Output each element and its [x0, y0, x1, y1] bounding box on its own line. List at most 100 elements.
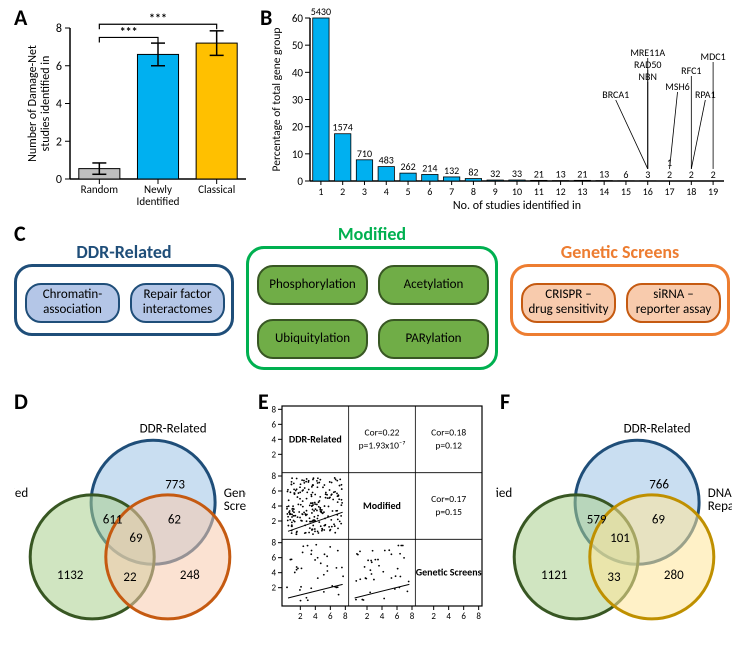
svg-text:Genetic Screens: Genetic Screens: [416, 566, 482, 579]
svg-text:62: 62: [168, 513, 182, 528]
svg-text:2: 2: [271, 516, 276, 527]
svg-text:Percentage of total gene group: Percentage of total gene group: [270, 28, 284, 172]
svg-text:101: 101: [610, 531, 630, 546]
svg-text:1132: 1132: [57, 568, 84, 583]
svg-text:773: 773: [165, 477, 185, 492]
svg-text:17: 17: [664, 185, 674, 198]
svg-text:5430: 5430: [311, 8, 331, 18]
svg-text:MDC1: MDC1: [701, 50, 726, 63]
svg-text:21: 21: [577, 167, 587, 180]
svg-text:6: 6: [271, 553, 276, 564]
svg-text:Modified: Modified: [496, 486, 512, 501]
panel-f-venn: DDR-RelatedModifiedDNA-Repair76611212805…: [496, 390, 732, 650]
svg-text:1574: 1574: [333, 121, 353, 134]
panel-a-chart: 02468Number of Damage-Netstudies identif…: [22, 8, 252, 213]
group-pill: Repair factorinteractomes: [130, 283, 225, 323]
svg-text:10: 10: [292, 148, 304, 161]
svg-text:p=0.15: p=0.15: [435, 506, 462, 518]
svg-text:5: 5: [406, 185, 411, 198]
svg-text:Repair: Repair: [708, 499, 732, 514]
figure-root: A B C D E F 02468Number of Damage-Netstu…: [0, 0, 744, 659]
svg-text:33: 33: [512, 167, 522, 180]
svg-text:RFC1: RFC1: [681, 64, 701, 77]
svg-text:69: 69: [129, 531, 143, 546]
svg-text:4: 4: [380, 611, 385, 622]
svg-text:Cor=0.18: Cor=0.18: [431, 426, 466, 438]
svg-text:8: 8: [343, 611, 348, 622]
svg-text:2: 2: [298, 611, 303, 622]
svg-text:248: 248: [180, 568, 200, 583]
svg-text:6: 6: [271, 486, 276, 497]
svg-text:60: 60: [292, 12, 304, 25]
panel-d-venn: DDR-RelatedModifiedGeneticScreens7731132…: [14, 390, 246, 650]
group-pill: siRNA –reporter assay: [626, 283, 721, 323]
svg-text:214: 214: [422, 161, 437, 174]
svg-text:2: 2: [711, 168, 716, 181]
svg-text:6: 6: [328, 611, 333, 622]
svg-text:50: 50: [292, 39, 304, 52]
svg-text:Number of Damage-Netstudies id: Number of Damage-Netstudies identified i…: [26, 45, 53, 162]
svg-text:2: 2: [431, 611, 436, 622]
svg-text:NBN: NBN: [639, 70, 657, 83]
svg-text:6: 6: [623, 168, 628, 181]
svg-text:32: 32: [490, 167, 500, 180]
svg-text:7: 7: [449, 185, 454, 198]
svg-text:MSH6: MSH6: [665, 80, 689, 93]
svg-text:9: 9: [493, 185, 498, 198]
svg-text:21: 21: [534, 167, 544, 180]
svg-text:4: 4: [271, 568, 276, 579]
svg-text:30: 30: [292, 94, 304, 107]
svg-text:2: 2: [271, 583, 276, 594]
group-box: DDR-RelatedChromatin-associationRepair f…: [14, 264, 234, 336]
svg-text:DDR-Related: DDR-Related: [140, 421, 207, 436]
svg-text:12: 12: [556, 185, 566, 198]
svg-text:BRCA1: BRCA1: [602, 88, 629, 101]
svg-text:611: 611: [103, 513, 123, 528]
svg-text:82: 82: [468, 166, 478, 179]
svg-text:2: 2: [689, 168, 694, 181]
svg-text:8: 8: [271, 471, 276, 482]
svg-text:20: 20: [292, 121, 304, 134]
svg-text:16: 16: [643, 185, 653, 198]
svg-text:Identified: Identified: [137, 195, 180, 208]
svg-text:6: 6: [461, 611, 466, 622]
svg-text:2: 2: [667, 168, 672, 181]
svg-text:8: 8: [271, 538, 276, 549]
svg-text:6: 6: [271, 419, 276, 430]
svg-text:p=1.93x10⁻⁷: p=1.93x10⁻⁷: [359, 439, 406, 451]
svg-text:3: 3: [362, 185, 367, 198]
svg-text:13: 13: [577, 185, 587, 198]
svg-text:33: 33: [607, 570, 621, 585]
group-pill: PARylation: [378, 319, 489, 359]
svg-text:1: 1: [318, 185, 323, 198]
svg-text:8: 8: [476, 611, 481, 622]
svg-text:***: ***: [120, 25, 138, 39]
svg-text:2: 2: [365, 611, 370, 622]
svg-text:1121: 1121: [541, 568, 567, 583]
svg-text:6: 6: [427, 185, 432, 198]
group-pill: Chromatin-association: [25, 283, 120, 323]
svg-text:11: 11: [534, 185, 544, 198]
svg-text:10: 10: [512, 185, 522, 198]
svg-text:Cor=0.17: Cor=0.17: [431, 493, 466, 505]
svg-text:710: 710: [357, 147, 372, 160]
group-pill: Phosphorylation: [257, 265, 368, 305]
svg-text:4: 4: [271, 501, 276, 512]
svg-text:483: 483: [379, 154, 394, 167]
svg-text:Classical: Classical: [198, 183, 235, 196]
svg-text:2: 2: [340, 185, 345, 198]
svg-text:RPA1: RPA1: [695, 88, 716, 101]
svg-text:8: 8: [471, 185, 476, 198]
svg-text:3: 3: [645, 168, 650, 181]
svg-text:262: 262: [400, 160, 415, 173]
svg-text:4: 4: [313, 611, 318, 622]
svg-text:14: 14: [599, 185, 609, 198]
svg-text:8: 8: [410, 611, 415, 622]
panel-b-chart: 0102030405060Percentage of total gene gr…: [266, 8, 730, 213]
svg-text:0: 0: [56, 173, 62, 187]
svg-text:6: 6: [56, 60, 62, 74]
svg-text:766: 766: [649, 477, 669, 492]
svg-text:4: 4: [56, 98, 62, 112]
group-pill: Acetylation: [378, 265, 489, 305]
group-pill: CRISPR –drug sensitivity: [521, 283, 616, 323]
